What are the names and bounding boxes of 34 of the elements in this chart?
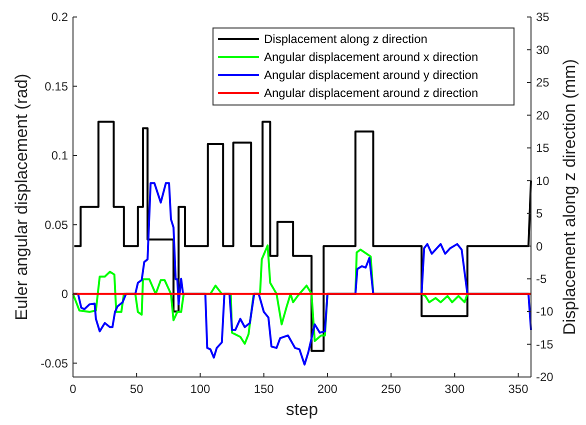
y2-tick-label: 15 bbox=[536, 141, 550, 156]
x-axis-title: step bbox=[286, 400, 318, 419]
line-series bbox=[73, 120, 532, 352]
y2-tick-label: 20 bbox=[536, 108, 550, 122]
x-tick-label: 150 bbox=[254, 382, 274, 396]
y2-tick-label: -5 bbox=[536, 272, 547, 286]
y2-tick-label: 35 bbox=[536, 10, 550, 24]
legend-label: Angular displacement around x direction bbox=[264, 50, 478, 64]
x-tick-label: 250 bbox=[381, 382, 402, 396]
x-tick-label: 350 bbox=[508, 382, 529, 396]
y2-tick-label: 25 bbox=[536, 76, 550, 90]
y2-tick-label: -15 bbox=[536, 337, 554, 352]
x-tick-label: 0 bbox=[70, 382, 77, 396]
y2-tick-label: -10 bbox=[536, 304, 554, 319]
y-tick-label: 0 bbox=[61, 287, 68, 302]
y-tick-label: -0.05 bbox=[40, 356, 68, 370]
y2-tick-label: 5 bbox=[536, 206, 543, 221]
y-axis-title: Euler angular displacement (rad) bbox=[12, 74, 31, 320]
x-tick-label: 200 bbox=[317, 382, 338, 396]
y-tick-label: 0.05 bbox=[44, 218, 68, 232]
y-tick-label: 0.15 bbox=[44, 79, 68, 94]
x-tick-label: 100 bbox=[190, 382, 211, 396]
y2-tick-label: 10 bbox=[536, 174, 550, 188]
y2-tick-label: 30 bbox=[536, 42, 550, 57]
y2-axis-title: Displacement along z direction (mm) bbox=[560, 59, 579, 335]
y-tick-label: 0.1 bbox=[51, 148, 68, 163]
x-tick-label: 300 bbox=[444, 382, 465, 396]
legend-label: Angular displacement around y direction bbox=[264, 68, 478, 82]
legend-label: Angular displacement around z direction bbox=[264, 86, 478, 100]
y-tick-label: 0.2 bbox=[51, 10, 68, 24]
legend-label: Displacement along z direction bbox=[264, 32, 428, 46]
y2-tick-label: -20 bbox=[536, 370, 554, 384]
y2-tick-label: 0 bbox=[536, 239, 543, 254]
x-tick-label: 50 bbox=[130, 382, 144, 396]
